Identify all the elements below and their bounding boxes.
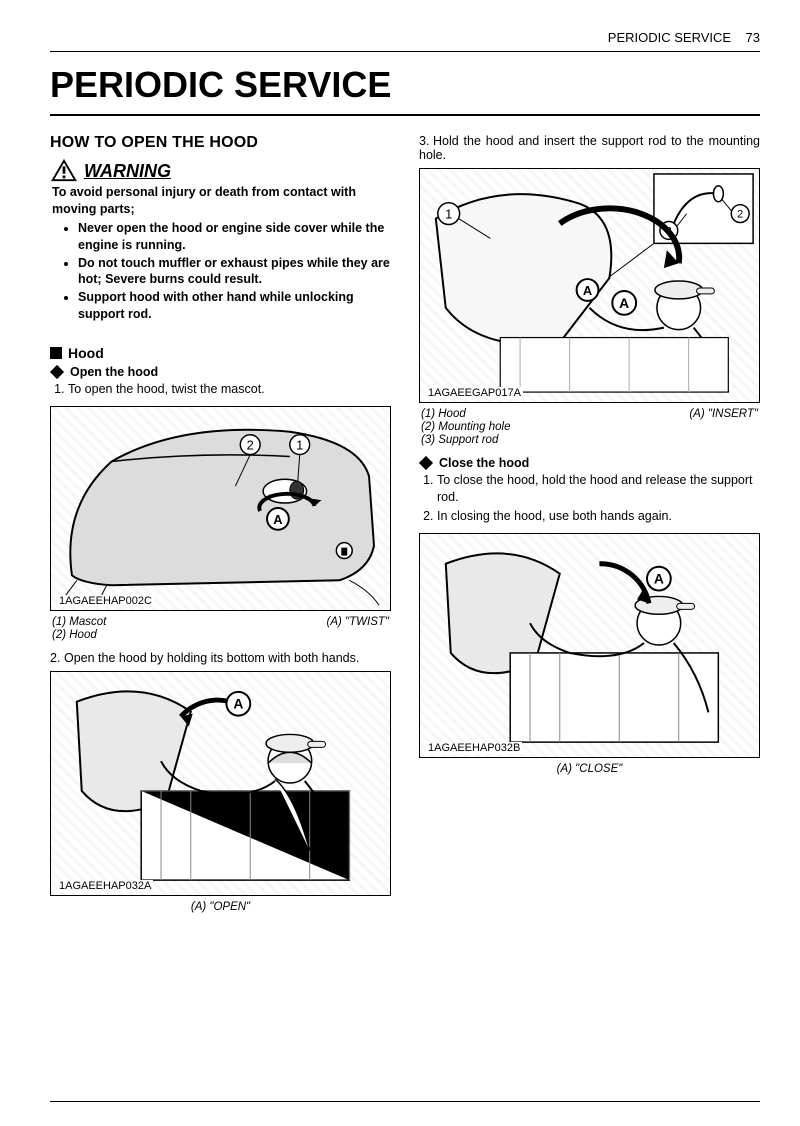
figure-code: 1AGAEEGAP017A	[426, 387, 523, 399]
svg-text:2: 2	[737, 209, 743, 221]
content-columns: HOW TO OPEN THE HOOD WARNING To avoid pe…	[50, 134, 760, 913]
hood-subheading: Hood	[68, 345, 104, 361]
figure-code: 1AGAEEHAP002C	[57, 595, 154, 607]
step: In closing the hood, use both hands agai…	[437, 508, 760, 525]
svg-text:2: 2	[247, 437, 254, 452]
open-hood-label: Open the hood	[70, 365, 158, 379]
legend-item: (A) "INSERT"	[689, 408, 758, 420]
figure-3-legend: (1) Hood (2) Mounting hole (3) Support r…	[421, 408, 758, 446]
warning-intro: To avoid personal injury or death from c…	[52, 184, 391, 218]
legend-item: (2) Mounting hole	[421, 421, 511, 433]
section-heading: HOW TO OPEN THE HOOD	[50, 134, 391, 152]
close-hood-row: Close the hood	[419, 456, 760, 470]
warning-bullet: Support hood with other hand while unloc…	[78, 289, 391, 323]
legend-item: (1) Hood	[421, 408, 511, 420]
svg-text:1: 1	[296, 437, 303, 452]
header-section: PERIODIC SERVICE	[608, 30, 731, 45]
left-column: HOW TO OPEN THE HOOD WARNING To avoid pe…	[50, 134, 391, 913]
footer-rule	[50, 1101, 760, 1102]
page-header: PERIODIC SERVICE 73	[50, 30, 760, 45]
warning-bullet: Never open the hood or engine side cover…	[78, 220, 391, 254]
step: To close the hood, hold the hood and rel…	[437, 472, 760, 506]
legend-item: (2) Hood	[52, 629, 106, 641]
figure-2: A 1AGAEEHAP032A	[50, 671, 391, 896]
open-steps-1: To open the hood, twist the mascot.	[50, 381, 391, 398]
figure-3: 2 3 1	[419, 168, 760, 403]
figure-1-legend: (1) Mascot (2) Hood (A) "TWIST"	[52, 616, 389, 641]
figure-2-caption: (A) "OPEN"	[50, 901, 391, 913]
figure-code: 1AGAEEHAP032A	[57, 880, 153, 892]
diamond-bullet-icon	[50, 365, 64, 379]
legend-item: (3) Support rod	[421, 434, 511, 446]
warning-header: WARNING	[50, 158, 391, 182]
warning-body: To avoid personal injury or death from c…	[50, 184, 391, 323]
close-hood-label: Close the hood	[439, 456, 529, 470]
step: To open the hood, twist the mascot.	[68, 381, 391, 398]
figure-4: A 1AGAEEHAP032B	[419, 533, 760, 758]
legend-item: (1) Mascot	[52, 616, 106, 628]
warning-bullet: Do not touch muffler or exhaust pipes wh…	[78, 255, 391, 289]
figure-code: 1AGAEEHAP032B	[426, 742, 522, 754]
svg-text:1: 1	[445, 207, 452, 222]
close-steps: To close the hood, hold the hood and rel…	[419, 472, 760, 525]
page-title: PERIODIC SERVICE	[50, 64, 760, 106]
warning-list: Never open the hood or engine side cover…	[52, 220, 391, 323]
svg-text:A: A	[233, 696, 243, 712]
figure-1: 2 1 A 1AGAEEHAP002C	[50, 406, 391, 611]
svg-text:A: A	[619, 295, 629, 311]
open-hood-row: Open the hood	[50, 365, 391, 379]
right-column: 3.Hold the hood and insert the support r…	[419, 134, 760, 913]
warning-icon	[50, 158, 78, 182]
svg-text:A: A	[583, 283, 592, 298]
header-page: 73	[746, 30, 760, 45]
diamond-bullet-icon	[419, 456, 433, 470]
step-3-text: 3.Hold the hood and insert the support r…	[419, 134, 760, 162]
svg-text:A: A	[654, 570, 664, 586]
legend-item: (A) "TWIST"	[327, 616, 389, 628]
header-rule	[50, 51, 760, 52]
warning-title: WARNING	[84, 161, 171, 182]
hood-subheading-row: Hood	[50, 345, 391, 361]
figure-4-caption: (A) "CLOSE"	[419, 763, 760, 775]
square-bullet-icon	[50, 347, 62, 359]
svg-text:A: A	[273, 512, 282, 527]
step-2-text: 2.Open the hood by holding its bottom wi…	[50, 651, 391, 665]
title-rule	[50, 114, 760, 116]
